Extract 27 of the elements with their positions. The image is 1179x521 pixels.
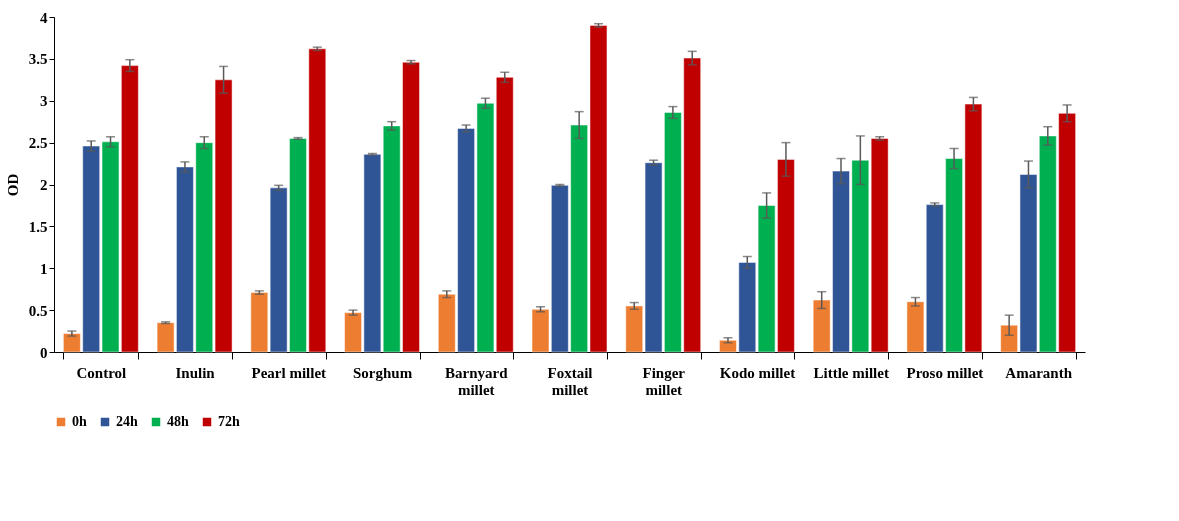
x-tick-label: Foxtail millet [547,364,593,398]
x-tick-label: Control [76,364,127,381]
bar [870,138,889,353]
x-tick-label: Inulin [175,364,216,381]
legend-label: 0h [72,414,87,429]
y-tick-label: 2.5 [28,135,48,152]
y-tick-label: 1.5 [28,218,48,235]
legend-label: 48h [167,414,189,429]
y-tick-label: 1 [40,260,48,277]
x-tick-label: Finger millet [642,364,686,398]
legend-label: 24h [116,414,138,429]
x-tick-label: Proso millet [906,364,984,381]
x-tick-label: Sorghum [352,364,413,381]
x-tick-label: Little millet [813,364,889,381]
y-tick-label: 2 [40,177,48,193]
y-tick-label: 0 [40,344,48,361]
x-tick-label: Amaranth [1005,364,1073,381]
x-tick-label: Pearl millet [251,364,327,381]
bar [250,292,269,353]
x-tick-label: Barnyard millet [445,364,509,398]
legend-label: 72h [218,414,240,429]
y-tick-label: 0.5 [28,302,48,319]
y-tick-label: 4 [40,9,48,26]
y-tick-label: 3.5 [28,51,48,68]
x-tick-label: Kodo millet [719,364,796,381]
y-axis-title: OD [4,173,21,197]
y-tick-label: 3 [40,93,48,110]
